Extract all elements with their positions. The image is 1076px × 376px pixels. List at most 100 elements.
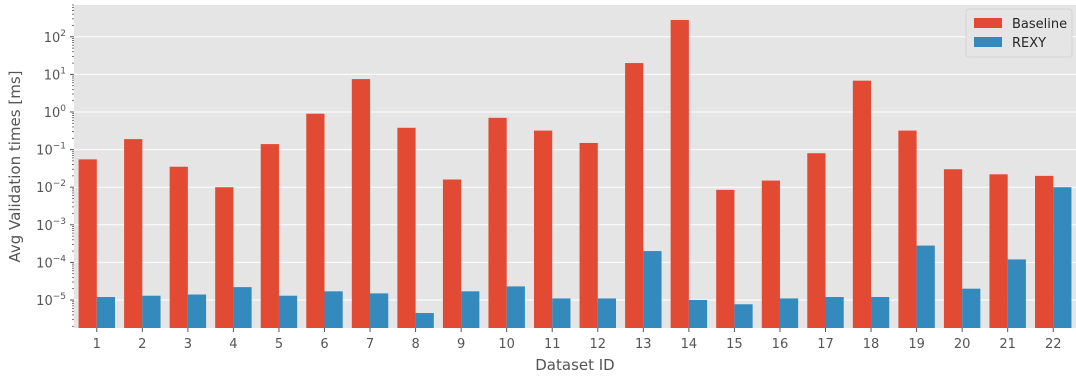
bar-group — [852, 80, 890, 328]
baseline-bar — [78, 159, 97, 328]
y-tick-label: 10−2 — [36, 179, 66, 196]
baseline-bar — [579, 142, 598, 328]
bar-groups — [78, 19, 1072, 329]
bar-group — [761, 180, 799, 328]
x-tick-label: 20 — [954, 337, 971, 352]
legend-swatch-baseline — [974, 18, 1002, 28]
x-tick-label: 5 — [275, 337, 283, 352]
x-tick-label: 14 — [681, 337, 698, 352]
rexy-bar — [871, 297, 890, 328]
x-tick-label: 8 — [411, 337, 419, 352]
rexy-bar — [597, 298, 616, 328]
x-axis-title: Dataset ID — [535, 356, 614, 374]
x-tick-label: 12 — [589, 337, 606, 352]
bar-group — [534, 130, 571, 328]
x-tick-label: 6 — [320, 337, 328, 352]
baseline-bar — [670, 19, 689, 328]
rexy-bar — [187, 294, 207, 328]
bar-group — [124, 139, 161, 328]
rexy-bar — [506, 286, 525, 328]
bar-group — [989, 174, 1026, 328]
x-tick-label: 7 — [366, 337, 374, 352]
baseline-bar — [625, 63, 644, 329]
bar-group — [306, 113, 343, 328]
x-tick-label: 1 — [93, 337, 101, 352]
y-axis-ticks: 10−5 10−4 10−3 10−2 10−1 100 101 102 — [36, 4, 74, 327]
x-tick-label: 22 — [1045, 337, 1062, 352]
rexy-bar — [825, 297, 844, 328]
bar-group — [351, 79, 389, 329]
x-tick-label: 10 — [498, 337, 515, 352]
bar-group — [78, 159, 115, 328]
rexy-bar — [1007, 259, 1026, 328]
y-tick-label: 100 — [44, 104, 67, 121]
y-tick-label: 10−5 — [36, 292, 66, 309]
baseline-bar — [534, 130, 553, 328]
rexy-bar — [916, 245, 935, 328]
legend-swatch-rexy — [974, 37, 1002, 47]
x-axis-ticks: 1 2 3 4 5 6 7 8 9 10 11 12 13 14 15 16 17 18 19 20 21 22 — [93, 328, 1062, 352]
y-axis-title: Avg Validation times [ms] — [6, 71, 24, 263]
rexy-bar — [233, 287, 252, 328]
rexy-bar — [415, 313, 434, 328]
baseline-bar — [215, 187, 234, 328]
x-tick-label: 17 — [817, 337, 834, 352]
baseline-bar — [169, 166, 188, 328]
rexy-bar — [278, 295, 298, 328]
baseline-bar — [852, 80, 872, 328]
baseline-bar — [306, 113, 325, 328]
rexy-bar — [96, 297, 115, 328]
bar-group — [670, 19, 708, 328]
baseline-bar — [124, 139, 143, 328]
y-tick-label: 102 — [44, 29, 66, 46]
baseline-bar — [807, 153, 826, 328]
baseline-bar — [351, 79, 371, 329]
x-tick-label: 4 — [229, 337, 237, 352]
bar-group — [898, 130, 935, 328]
x-tick-label: 15 — [726, 337, 743, 352]
x-tick-label: 19 — [908, 337, 925, 352]
bar-group — [260, 144, 298, 328]
baseline-bar — [761, 180, 780, 328]
y-tick-label: 10−3 — [36, 217, 66, 234]
rexy-bar — [779, 298, 799, 328]
bar-group — [579, 142, 616, 328]
x-tick-label: 21 — [999, 337, 1016, 352]
bar-group — [807, 153, 844, 328]
y-tick-label: 10−1 — [36, 142, 66, 159]
rexy-bar — [962, 288, 981, 328]
bar-group — [397, 127, 434, 329]
rexy-bar — [552, 298, 571, 328]
x-tick-label: 2 — [138, 337, 146, 352]
bar-group — [488, 117, 525, 328]
baseline-bar — [397, 127, 416, 329]
bar-group — [169, 166, 207, 328]
bar-group — [625, 63, 662, 329]
x-tick-label: 13 — [635, 337, 652, 352]
x-tick-label: 11 — [544, 337, 561, 352]
baseline-bar — [943, 169, 963, 328]
baseline-bar — [260, 144, 279, 328]
baseline-bar — [716, 189, 735, 328]
legend: Baseline REXY — [965, 8, 1073, 58]
rexy-bar — [643, 251, 662, 328]
legend-label-rexy: REXY — [1012, 36, 1046, 51]
bar-group — [716, 189, 753, 328]
rexy-bar — [1053, 187, 1072, 328]
bar-group — [442, 179, 480, 328]
baseline-bar — [989, 174, 1008, 328]
y-tick-label: 101 — [44, 66, 66, 83]
rexy-bar — [142, 295, 161, 328]
rexy-bar — [324, 291, 343, 328]
baseline-bar — [442, 179, 462, 328]
rexy-bar — [461, 291, 480, 328]
baseline-bar — [898, 130, 917, 328]
baseline-bar — [488, 117, 507, 328]
rexy-bar — [370, 293, 389, 328]
rexy-bar — [734, 304, 753, 328]
y-tick-label: 10−4 — [36, 254, 66, 271]
x-tick-label: 3 — [184, 337, 192, 352]
x-tick-label: 9 — [457, 337, 465, 352]
bar-group — [215, 187, 252, 328]
